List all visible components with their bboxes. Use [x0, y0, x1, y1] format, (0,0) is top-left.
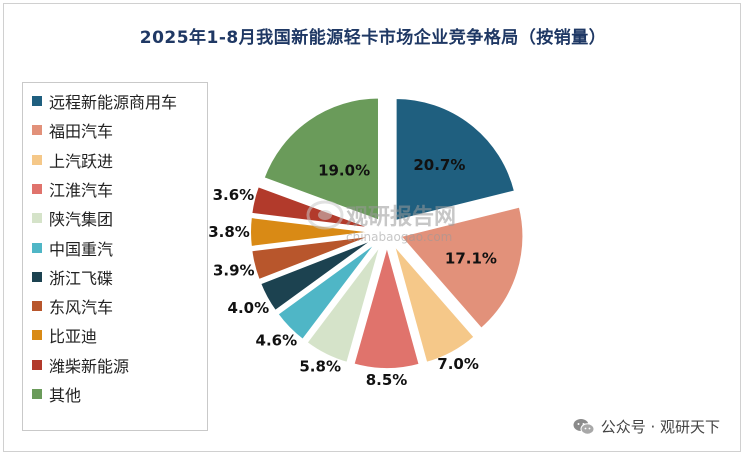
chart-legend: 远程新能源商用车 福田汽车上汽跃进江淮汽车陕汽集团中国重汽浙江飞碟东风汽车比亚迪潍… — [22, 82, 208, 431]
pie-slice — [305, 243, 382, 365]
legend-swatch — [32, 154, 42, 165]
slice-label: 3.6% — [213, 186, 255, 204]
legend-item: 陕汽集团 — [32, 206, 113, 230]
footer-text: 公众号 · 观研天下 — [600, 418, 720, 436]
legend-swatch — [32, 389, 42, 399]
pie-slice — [262, 96, 380, 222]
pie-slice — [352, 242, 421, 370]
legend-swatch — [32, 271, 42, 282]
legend-item: 东风汽车 — [32, 294, 113, 318]
legend-label: 潍柴新能源 — [49, 356, 130, 376]
legend-swatch — [32, 96, 42, 106]
legend-swatch — [32, 242, 42, 253]
legend-label: 远程新能源商用车 — [49, 93, 178, 112]
legend-label: 中国重汽 — [49, 239, 114, 259]
slice-label: 3.9% — [213, 262, 255, 280]
pie-slice — [392, 243, 476, 365]
legend-item: 比亚迪 — [32, 323, 97, 347]
slice-label: 7.0% — [437, 355, 479, 373]
legend-item: 上汽跃进 — [32, 148, 113, 172]
legend-label: 江淮汽车 — [49, 180, 114, 200]
slice-label: 3.8% — [208, 223, 250, 241]
legend-label: 浙江飞碟 — [49, 268, 114, 288]
pie-slice — [276, 240, 378, 342]
legend-swatch — [32, 301, 42, 312]
slice-label: 8.5% — [366, 371, 408, 389]
slice-label: 4.0% — [228, 299, 270, 317]
watermark-logo-icon — [306, 200, 344, 230]
legend-label: 上汽跃进 — [49, 151, 114, 171]
watermark-main-text: 观研报告网 — [346, 205, 456, 230]
legend-item: 福田汽车 — [32, 118, 113, 142]
slice-label: 19.0% — [318, 161, 370, 179]
legend-swatch — [32, 359, 42, 370]
pie-slice — [250, 234, 374, 282]
slice-label: 4.6% — [256, 332, 298, 350]
legend-item: 其他 — [32, 382, 81, 406]
chart-title: 2025年1-8月我国新能源轻卡市场企业竞争格局（按销量） — [139, 28, 607, 48]
legend-item: 江淮汽车 — [32, 177, 113, 201]
legend-label: 比亚迪 — [49, 327, 98, 347]
pie-slice — [258, 237, 376, 313]
legend-item: 中国重汽 — [32, 236, 113, 260]
legend-swatch — [32, 330, 42, 341]
pie-slice — [249, 215, 374, 249]
legend-item: 浙江飞碟 — [32, 265, 113, 289]
watermark-sub-text: chinabaogao.com — [346, 230, 452, 244]
legend-swatch — [32, 213, 42, 224]
legend-label: 其他 — [49, 386, 82, 405]
legend-swatch — [32, 125, 42, 136]
legend-item: 潍柴新能源 — [32, 353, 129, 377]
legend-swatch — [32, 183, 42, 194]
slice-label: 17.1% — [445, 249, 497, 267]
slice-label: 20.7% — [413, 156, 465, 174]
legend-label: 福田汽车 — [49, 122, 114, 142]
footer: 公众号 · 观研天下 — [573, 416, 720, 437]
pie-slice — [398, 205, 525, 331]
pie-slice — [394, 96, 517, 223]
legend-item: 远程新能源商用车 — [32, 89, 177, 113]
slice-label: 5.8% — [299, 357, 341, 375]
legend-label: 陕汽集团 — [49, 210, 114, 230]
wechat-icon — [573, 418, 595, 435]
legend-label: 东风汽车 — [49, 298, 114, 318]
watermark: 观研报告网 chinabaogao.com — [306, 200, 456, 244]
